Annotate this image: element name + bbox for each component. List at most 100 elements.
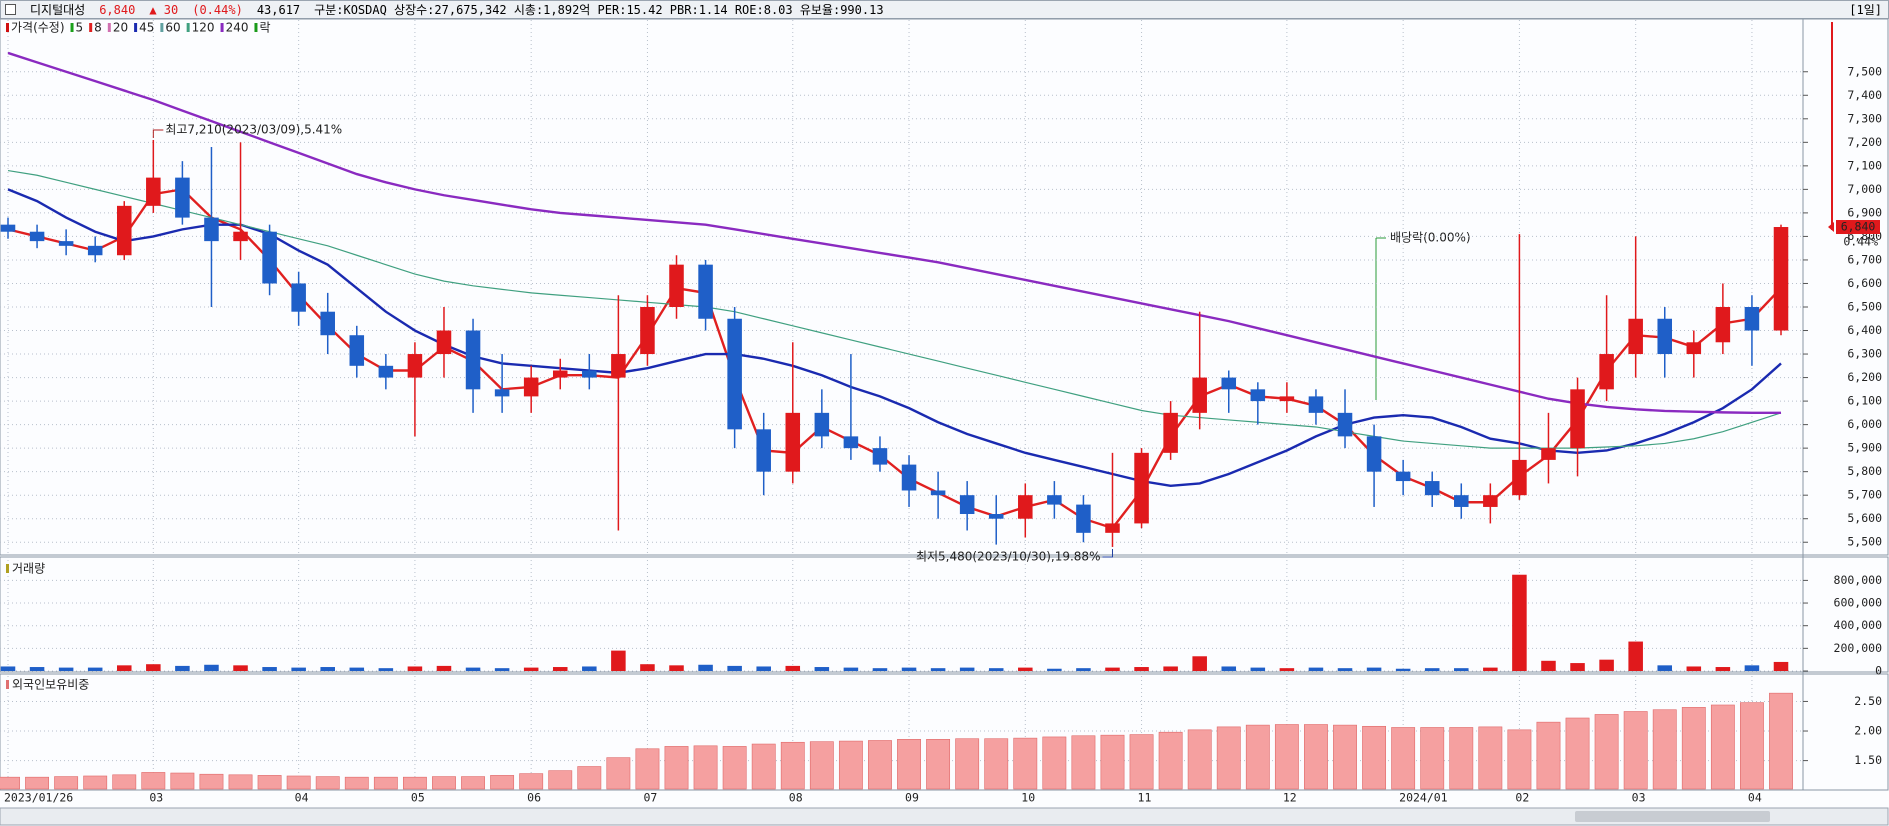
bar	[1308, 667, 1324, 671]
y-tick-label: 6,600	[1847, 276, 1882, 290]
bar	[577, 766, 602, 790]
candle-body	[1686, 342, 1702, 355]
legend-swatch	[186, 23, 190, 32]
x-tick-label: 10	[1021, 791, 1035, 805]
bar	[582, 666, 597, 671]
scroll-thumb[interactable]	[1575, 811, 1770, 822]
bar	[1333, 724, 1357, 790]
current-change: 0.44%	[1843, 235, 1878, 249]
bar	[1744, 665, 1760, 671]
x-tick-label: 12	[1283, 791, 1297, 805]
bar	[373, 776, 398, 790]
ex-dividend-label: 배당락(0.00%)	[1390, 231, 1471, 245]
bar	[1594, 714, 1619, 790]
bar	[1769, 692, 1793, 790]
ma-line	[7, 188, 1782, 487]
candle-body	[1744, 306, 1760, 331]
bar	[1395, 668, 1411, 671]
bar	[1710, 704, 1735, 790]
bar	[58, 667, 74, 671]
bar	[320, 667, 335, 671]
bar	[814, 667, 830, 671]
legend-entry: 락	[259, 21, 270, 35]
bar	[635, 748, 660, 790]
x-tick-label: 08	[789, 791, 803, 805]
candle-body	[436, 330, 452, 355]
candle-body	[843, 436, 859, 449]
x-tick-label: 02	[1515, 791, 1529, 805]
bar	[1391, 727, 1416, 790]
bar	[432, 776, 456, 790]
stock-info: 구분:KOSDAQ 상장수:27,675,342 시총:1,892억 PER:1…	[314, 3, 884, 17]
candle-body	[116, 205, 132, 256]
candle-body	[1018, 495, 1033, 519]
candle-body	[1657, 318, 1673, 355]
candle-body	[1134, 452, 1149, 524]
candle-body	[1105, 523, 1120, 533]
bar	[751, 743, 776, 790]
bar	[1279, 668, 1295, 671]
candle-body	[988, 514, 1004, 519]
bar	[1681, 707, 1706, 790]
x-tick-label: 07	[643, 791, 657, 805]
candle-body	[1308, 396, 1324, 413]
candle-body	[465, 330, 481, 390]
x-tick-label: 03	[1632, 791, 1646, 805]
bar	[204, 664, 219, 671]
y-tick-label: 6,500	[1847, 299, 1882, 313]
volume: 43,617	[256, 2, 301, 17]
x-tick-label: 05	[411, 791, 425, 805]
y-tick-label: 200,000	[1834, 641, 1883, 655]
bar	[0, 666, 16, 671]
bar	[1129, 734, 1154, 790]
bar	[780, 741, 805, 790]
candle-body	[1395, 471, 1411, 482]
bar	[872, 668, 888, 671]
bar	[465, 667, 481, 671]
x-tick-label: 11	[1138, 791, 1152, 805]
y-tick-label: 7,400	[1847, 88, 1882, 102]
bar	[54, 776, 79, 790]
bar	[349, 667, 365, 671]
bar	[1512, 574, 1527, 671]
panel-title: 외국인보유비중	[12, 678, 89, 692]
candle-body	[494, 389, 510, 397]
candle-body	[1454, 495, 1469, 507]
bar	[1192, 656, 1207, 671]
y-tick-label: 5,800	[1847, 464, 1882, 478]
bar	[1187, 729, 1212, 790]
bar	[785, 665, 801, 671]
bar	[170, 772, 195, 790]
bar	[402, 776, 427, 790]
bar	[286, 775, 311, 790]
y-tick-label: 6,200	[1847, 370, 1882, 384]
bar	[1565, 717, 1590, 790]
bar	[926, 739, 951, 790]
checkbox[interactable]	[5, 4, 16, 15]
bar	[228, 774, 253, 790]
candle-body	[1366, 436, 1382, 472]
bar	[1216, 726, 1241, 790]
candle-body	[1279, 396, 1295, 402]
bar	[315, 776, 340, 790]
bar	[640, 664, 655, 671]
candle-body	[87, 245, 103, 256]
current-price-tag	[1836, 220, 1880, 235]
bar	[664, 746, 689, 790]
candle-body	[291, 283, 306, 312]
ma-line	[7, 51, 1781, 415]
y-tick-label: 6,300	[1847, 347, 1882, 361]
bar	[262, 667, 277, 671]
high-arrow	[152, 129, 164, 138]
legend-entry: 120	[192, 21, 215, 35]
candle-body	[378, 365, 394, 378]
bar	[146, 664, 161, 671]
legend-entry: 가격(수정)	[11, 21, 65, 35]
y-tick-label: 5,900	[1847, 441, 1882, 455]
scrollbar[interactable]	[0, 807, 1889, 826]
candle-body	[523, 377, 539, 397]
high-label: 최고7,210(2023/03/09),5.41%	[165, 122, 342, 136]
period[interactable]: [1일]	[1849, 3, 1882, 17]
bar	[897, 739, 921, 790]
y-tick-label: 7,300	[1847, 111, 1882, 125]
